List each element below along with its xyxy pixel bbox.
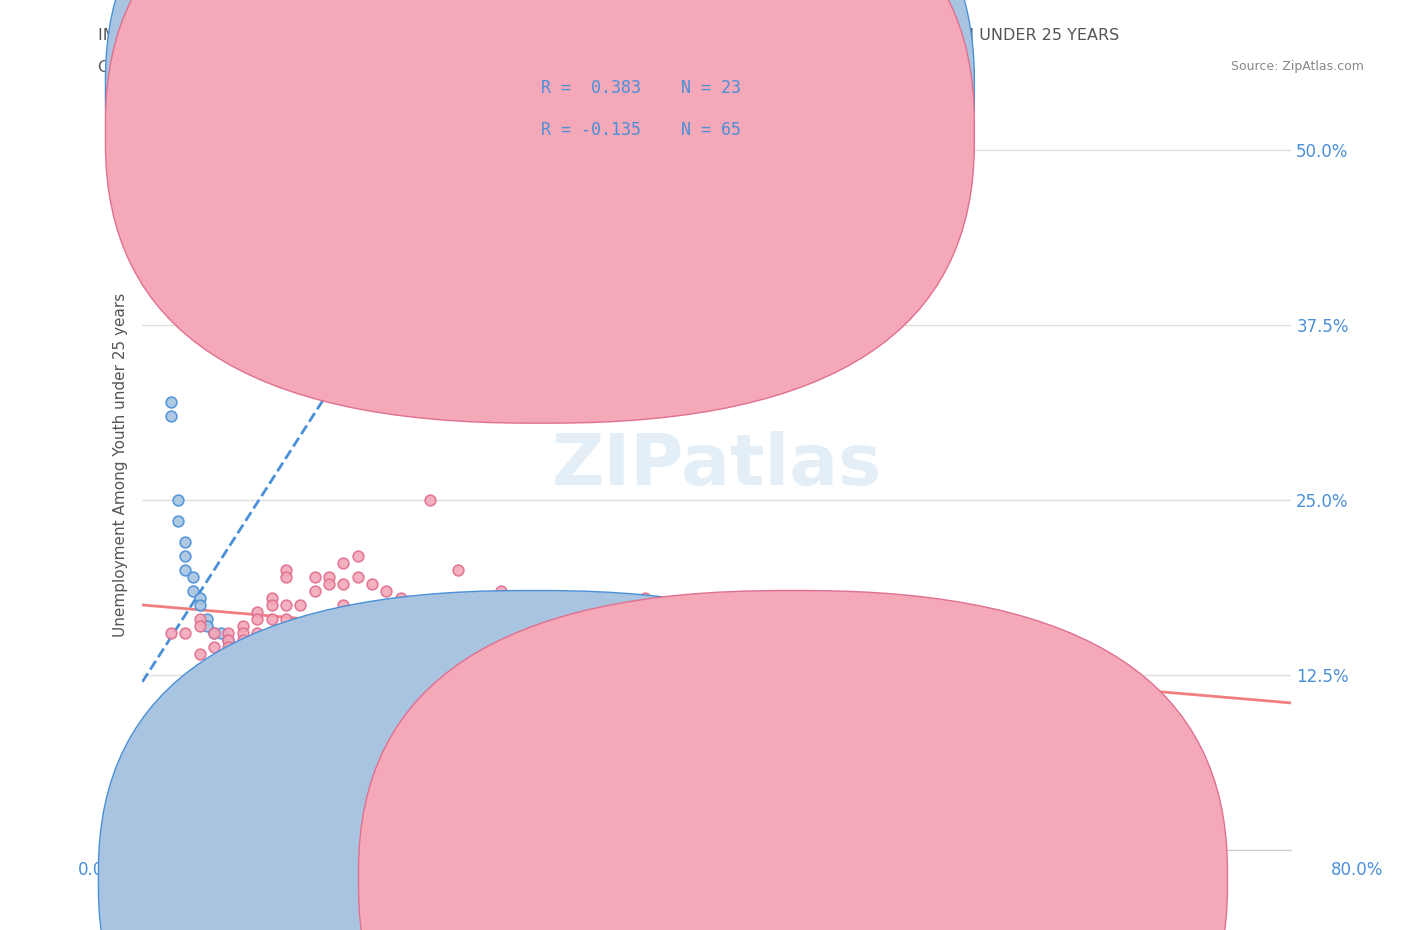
Point: [195, 612, 218, 627]
Point: [447, 597, 470, 612]
Point: [346, 549, 368, 564]
Point: [419, 493, 441, 508]
Point: [232, 626, 254, 641]
Point: [188, 597, 211, 612]
Point: [375, 583, 398, 598]
Point: [181, 569, 204, 584]
Point: [167, 513, 190, 528]
Point: [706, 626, 728, 641]
Point: [218, 632, 240, 647]
Point: [274, 597, 297, 612]
Point: [389, 591, 412, 605]
Point: [676, 604, 699, 619]
Point: [318, 577, 340, 591]
Point: [921, 640, 943, 655]
Point: [246, 604, 269, 619]
Point: [202, 626, 225, 641]
Point: [232, 674, 254, 689]
Point: [1064, 682, 1087, 697]
Point: [591, 626, 613, 641]
Point: [274, 646, 297, 661]
Point: [346, 626, 368, 641]
Text: IMMIGRANTS FROM DENMARK VS IMMIGRANTS FROM SOUTH EASTERN ASIA UNEMPLOYMENT AMONG: IMMIGRANTS FROM DENMARK VS IMMIGRANTS FR…: [98, 28, 1119, 43]
Text: CORRELATION CHART: CORRELATION CHART: [98, 60, 271, 75]
Point: [160, 626, 183, 641]
Point: [332, 577, 354, 591]
Point: [634, 591, 657, 605]
Point: [232, 632, 254, 647]
Point: [389, 710, 412, 724]
Point: [304, 569, 326, 584]
Point: [232, 646, 254, 661]
Text: R =  0.383    N = 23: R = 0.383 N = 23: [541, 79, 741, 98]
Point: [274, 612, 297, 627]
Text: Source: ZipAtlas.com: Source: ZipAtlas.com: [1230, 60, 1364, 73]
Point: [232, 640, 254, 655]
Point: [174, 563, 197, 578]
Point: [346, 787, 368, 802]
Point: [195, 618, 218, 633]
Point: [332, 555, 354, 570]
Point: [260, 597, 283, 612]
Point: [290, 597, 312, 612]
Point: [218, 660, 240, 675]
Point: [562, 612, 585, 627]
Point: [318, 569, 340, 584]
Point: [332, 597, 354, 612]
Point: [202, 640, 225, 655]
Point: [209, 626, 232, 641]
Point: [218, 626, 240, 641]
Text: R = -0.135    N = 65: R = -0.135 N = 65: [541, 121, 741, 140]
Point: [304, 583, 326, 598]
Point: [174, 626, 197, 641]
Text: Immigrants from Denmark: Immigrants from Denmark: [555, 871, 759, 886]
Point: [447, 563, 470, 578]
Point: [160, 394, 183, 409]
Point: [519, 597, 541, 612]
Text: ZIPatlas: ZIPatlas: [551, 431, 882, 499]
Text: 80.0%: 80.0%: [1330, 860, 1384, 879]
Point: [202, 626, 225, 641]
Y-axis label: Unemployment Among Youth under 25 years: Unemployment Among Youth under 25 years: [114, 293, 128, 637]
Point: [318, 626, 340, 641]
Point: [246, 626, 269, 641]
Point: [290, 626, 312, 641]
Point: [274, 654, 297, 669]
Point: [260, 646, 283, 661]
Point: [246, 646, 269, 661]
Point: [491, 583, 513, 598]
Point: [188, 612, 211, 627]
Point: [225, 640, 247, 655]
Point: [188, 618, 211, 633]
Point: [274, 563, 297, 578]
Point: [260, 612, 283, 627]
Point: [332, 702, 354, 717]
Point: [274, 569, 297, 584]
Point: [188, 646, 211, 661]
Point: [174, 535, 197, 550]
Point: [160, 227, 183, 242]
Point: [218, 632, 240, 647]
Point: [202, 660, 225, 675]
Point: [246, 612, 269, 627]
Text: 0.0%: 0.0%: [77, 860, 120, 879]
Point: [188, 591, 211, 605]
Point: [160, 408, 183, 423]
Text: Immigrants from South Eastern Asia: Immigrants from South Eastern Asia: [815, 871, 1092, 886]
Point: [346, 569, 368, 584]
Point: [260, 654, 283, 669]
Point: [232, 618, 254, 633]
Point: [1136, 682, 1159, 697]
Point: [167, 493, 190, 508]
Point: [246, 646, 269, 661]
Point: [218, 668, 240, 683]
Point: [174, 549, 197, 564]
Point: [218, 640, 240, 655]
Point: [304, 640, 326, 655]
Point: [361, 577, 384, 591]
Point: [232, 660, 254, 675]
Point: [491, 626, 513, 641]
Point: [260, 591, 283, 605]
Point: [181, 583, 204, 598]
